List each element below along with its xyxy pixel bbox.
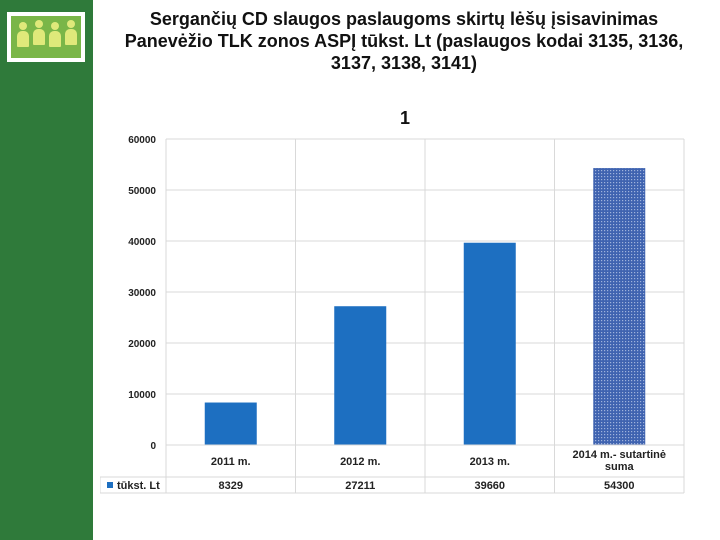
- organization-logo: [7, 12, 85, 62]
- y-tick-label: 30000: [128, 288, 156, 299]
- y-tick-label: 0: [150, 441, 156, 452]
- y-tick-label: 10000: [128, 390, 156, 401]
- y-tick-label: 50000: [128, 186, 156, 197]
- bar: [593, 168, 646, 445]
- slide-title: Sergančių CD slaugos paslaugoms skirtų l…: [124, 9, 684, 73]
- data-table-value: 54300: [604, 480, 635, 492]
- data-table-value: 27211: [345, 480, 375, 492]
- chart-number: 1: [399, 108, 410, 128]
- bar: [334, 306, 387, 445]
- y-tick-label: 20000: [128, 339, 156, 350]
- legend-swatch: [107, 482, 113, 488]
- x-category-label: 2011 m.: [211, 456, 251, 468]
- data-table-value: 8329: [219, 480, 243, 492]
- people-logo-icon: [11, 16, 81, 58]
- y-tick-label: 60000: [128, 135, 156, 146]
- x-category-label: 2013 m.: [470, 456, 510, 468]
- data-table-value: 39660: [474, 480, 505, 492]
- x-category-label: 2012 m.: [340, 456, 380, 468]
- y-tick-label: 40000: [128, 237, 156, 248]
- bar: [204, 402, 257, 445]
- x-category-label: 2014 m.- sutartinė suma: [572, 449, 666, 473]
- bar: [463, 242, 516, 445]
- slide-sidebar: [0, 0, 93, 540]
- legend-label: tūkst. Lt: [117, 480, 160, 492]
- bar-chart: 0 10000 20000 30000 40000 50000 60000 2011 m. 2…: [100, 135, 685, 494]
